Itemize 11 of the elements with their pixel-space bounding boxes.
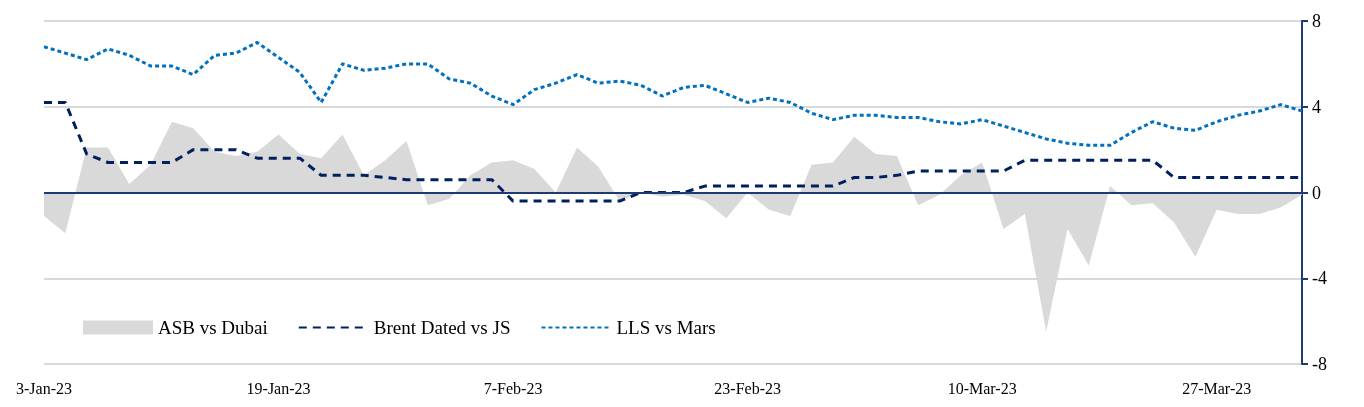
y-tick-label: 8	[1312, 11, 1321, 31]
y-tick-label: -4	[1312, 268, 1327, 289]
x-tick-label: 19-Jan-23	[246, 379, 311, 397]
x-tick-label: 10-Mar-23	[947, 379, 1017, 397]
y-tick-label: 4	[1312, 96, 1321, 117]
y-tick-label: -8	[1312, 354, 1327, 374]
y-tick-label: 0	[1312, 182, 1321, 203]
x-tick-label: 3-Jan-23	[16, 379, 72, 397]
x-tick-label: 23-Feb-23	[714, 379, 781, 397]
x-tick-label: 27-Mar-23	[1182, 379, 1252, 397]
x-tick-label: 7-Feb-23	[483, 379, 543, 397]
